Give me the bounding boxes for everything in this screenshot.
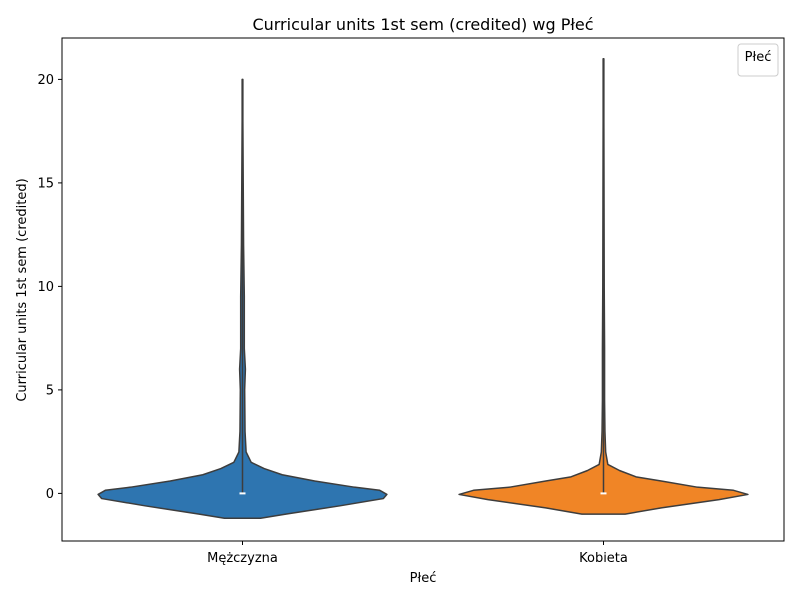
x-axis: Mężczyzna Kobieta xyxy=(207,541,628,566)
y-axis-label: Curricular units 1st sem (credited) xyxy=(15,178,30,401)
y-tick-label: 10 xyxy=(37,280,54,295)
x-tick-label: Mężczyzna xyxy=(207,551,278,566)
legend: Płeć xyxy=(737,43,779,77)
y-tick-label: 20 xyxy=(37,73,54,88)
x-axis-label: Płeć xyxy=(410,571,437,586)
legend-title: Płeć xyxy=(745,50,772,65)
chart-title: Curricular units 1st sem (credited) wg P… xyxy=(252,15,593,34)
violin-layer xyxy=(97,57,749,519)
x-tick-label: Kobieta xyxy=(579,551,628,566)
legend-box xyxy=(737,43,779,77)
y-tick-label: 5 xyxy=(46,383,54,398)
y-axis: 0 5 10 15 20 xyxy=(37,73,62,502)
y-tick-label: 15 xyxy=(37,176,54,191)
plot-frame xyxy=(61,37,785,542)
y-tick-label: 0 xyxy=(46,487,54,502)
